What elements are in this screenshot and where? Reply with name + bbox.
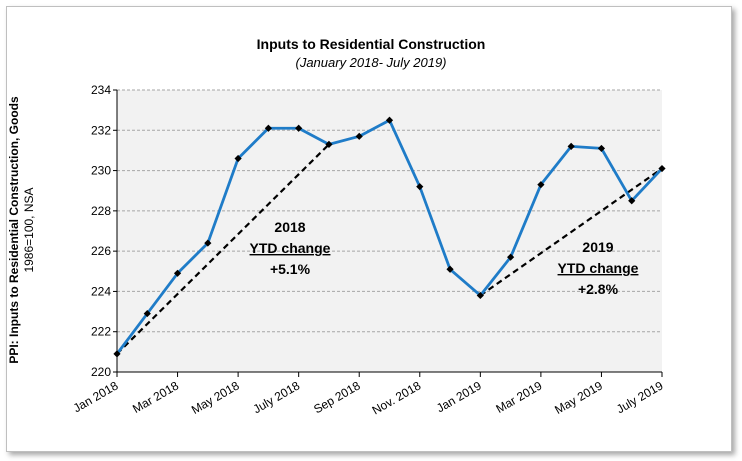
y-tick-label: 220 [91,365,111,379]
x-tick-label: May 2018 [189,378,242,417]
data-point [446,265,454,273]
annotation-year: 2019 [582,239,613,255]
x-tick-label: Mar 2018 [130,378,181,416]
annotation-label: YTD change [558,260,639,276]
chart-title-block: Inputs to Residential Construction (Janu… [0,36,742,70]
y-tick-label: 224 [91,284,111,298]
plot-area [117,90,662,372]
chart-title: Inputs to Residential Construction [256,36,486,52]
data-point [476,291,484,300]
data-point [234,154,242,163]
x-tick-label: July 2018 [251,378,303,416]
annotation-value: +2.8% [578,281,619,297]
data-point [325,140,333,148]
data-point [295,124,303,132]
data-point [597,144,606,153]
data-point [628,197,636,205]
x-tick-label: Jan 2018 [71,378,121,415]
data-point [264,124,272,132]
data-point [173,269,182,277]
y-tick-label: 226 [91,244,111,258]
data-point [204,239,212,247]
x-tick-label: Jan 2019 [434,378,484,415]
y-tick-label: 232 [91,123,111,137]
data-point [567,142,575,150]
y-tick-label: 234 [91,83,111,97]
data-point [143,309,151,318]
data-point [537,181,545,189]
data-point [385,116,394,124]
data-point [355,132,363,140]
data-point [113,350,121,358]
y-tick-label: 228 [91,204,111,218]
x-tick-label: Nov. 2018 [370,378,424,417]
annotation-value: +5.1% [270,261,311,277]
x-tick-label: Sep 2018 [311,378,363,416]
y-tick-label: 230 [91,164,111,178]
annotation-year: 2018 [274,219,305,235]
x-tick-label: May 2019 [552,378,605,417]
x-tick-label: July 2019 [614,378,666,416]
data-point [416,183,424,191]
y-tick-label: 222 [91,325,111,339]
data-point [658,164,666,173]
data-point [507,253,515,261]
x-tick-label: Mar 2019 [493,378,544,416]
annotation-label: YTD change [250,240,331,256]
chart-subtitle: (January 2018- July 2019) [295,55,447,70]
ytd-trendline [479,167,663,297]
